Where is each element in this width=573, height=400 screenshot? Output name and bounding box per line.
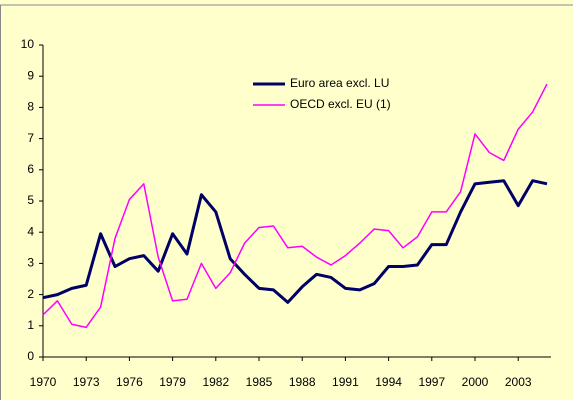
y-tick-label: 2	[27, 287, 34, 301]
legend-label: Euro area excl. LU	[290, 76, 389, 90]
y-tick-label: 1	[27, 318, 34, 332]
x-tick-label: 1976	[116, 375, 143, 389]
x-tick-label: 1997	[418, 375, 445, 389]
y-tick-label: 9	[27, 68, 34, 82]
y-tick-label: 6	[27, 162, 34, 176]
y-tick-label: 3	[27, 256, 34, 270]
series-line	[42, 179, 548, 304]
y-tick-label: 4	[27, 224, 34, 238]
y-tick-label: 5	[27, 193, 34, 207]
x-tick-label: 1988	[289, 375, 316, 389]
x-tick-label: 1985	[246, 375, 273, 389]
y-tick-label: 0	[27, 349, 34, 363]
y-tick-label: 7	[27, 131, 34, 145]
x-tick-label: 1973	[73, 375, 100, 389]
x-tick-label: 1970	[30, 375, 57, 389]
series-line	[42, 83, 548, 329]
x-tick-label: 2003	[505, 375, 532, 389]
x-tick-label: 1979	[159, 375, 186, 389]
x-tick-label: 1994	[375, 375, 402, 389]
x-tick-label: 1991	[332, 375, 359, 389]
x-tick-label: 2000	[462, 375, 489, 389]
x-tick-label: 1982	[202, 375, 229, 389]
y-tick-label: 10	[21, 37, 35, 51]
legend-label: OECD excl. EU (1)	[290, 97, 391, 111]
y-tick-label: 8	[27, 100, 34, 114]
